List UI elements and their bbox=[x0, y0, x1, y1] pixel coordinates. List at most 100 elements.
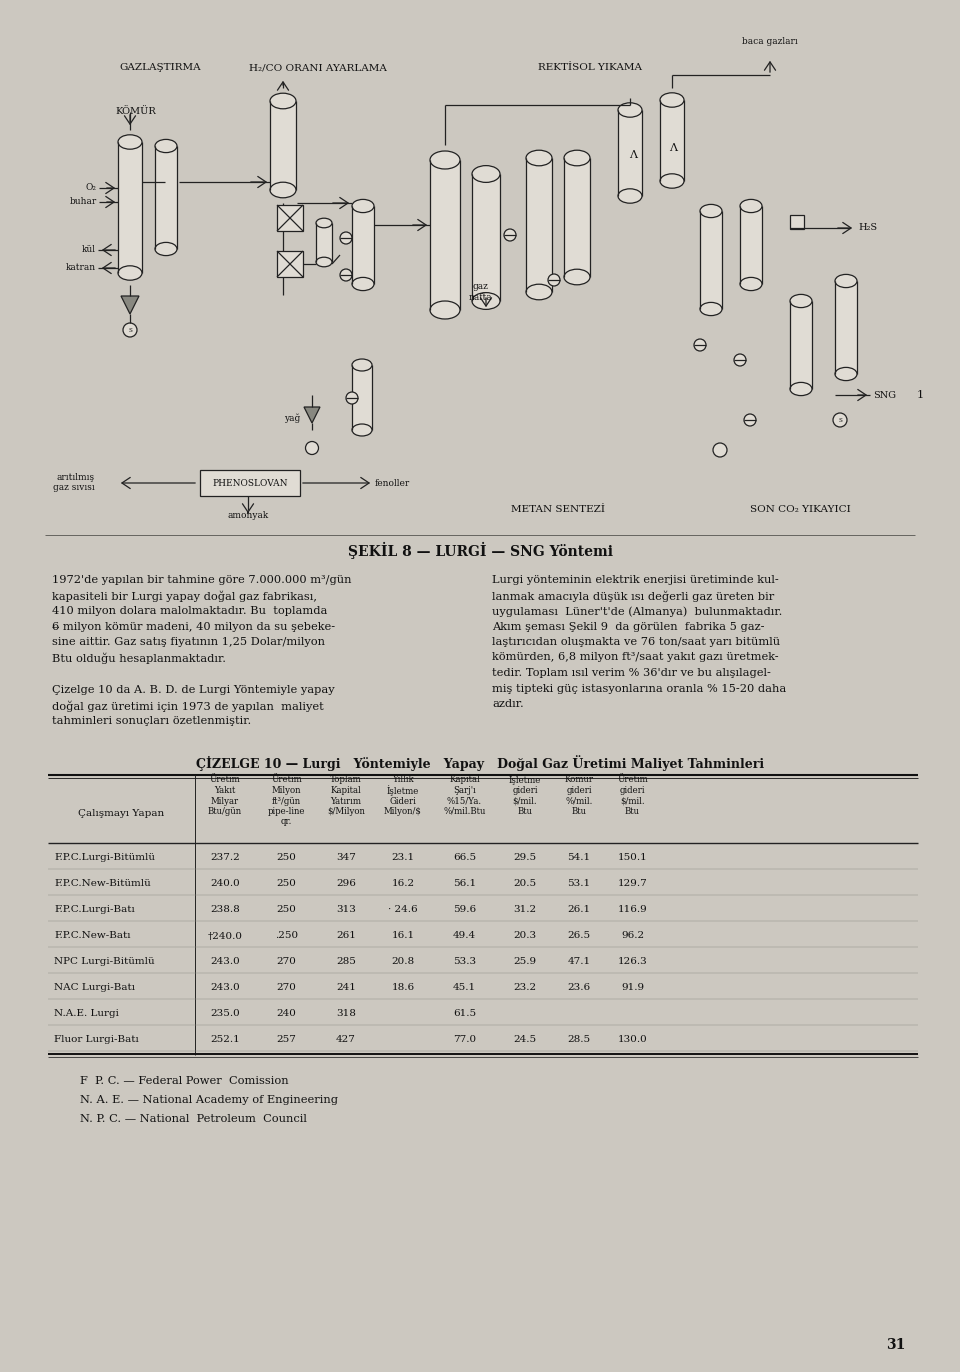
Text: 20.5: 20.5 bbox=[514, 879, 537, 889]
Text: kömürden, 6,8 milyon ft³/saat yakıt gazı üretmek-: kömürden, 6,8 milyon ft³/saat yakıt gazı… bbox=[492, 653, 779, 663]
Text: amonyak: amonyak bbox=[228, 512, 269, 520]
Text: ŞEKİL 8 — LURGİ — SNG Yöntemi: ŞEKİL 8 — LURGİ — SNG Yöntemi bbox=[348, 542, 612, 558]
Text: Üretim: Üretim bbox=[209, 775, 240, 785]
Text: gideri: gideri bbox=[513, 786, 538, 794]
Bar bbox=[790, 300, 812, 390]
Bar bbox=[740, 206, 762, 284]
Ellipse shape bbox=[618, 189, 642, 203]
Text: sine aittir. Gaz satış fiyatının 1,25 Dolar/milyon: sine aittir. Gaz satış fiyatının 1,25 Do… bbox=[52, 637, 325, 648]
Text: 410 milyon dolara malolmaktadır. Bu  toplamda: 410 milyon dolara malolmaktadır. Bu topl… bbox=[52, 606, 327, 616]
Bar bbox=[660, 100, 684, 181]
Text: doğal gaz üretimi için 1973 de yapılan  maliyet: doğal gaz üretimi için 1973 de yapılan m… bbox=[52, 701, 324, 712]
Text: ft³/gün: ft³/gün bbox=[272, 797, 301, 805]
Ellipse shape bbox=[660, 174, 684, 188]
Text: N. A. E. — National Academy of Engineering: N. A. E. — National Academy of Engineeri… bbox=[80, 1095, 338, 1104]
Bar bbox=[155, 145, 177, 248]
Text: Yakıt: Yakıt bbox=[214, 786, 236, 794]
Text: 28.5: 28.5 bbox=[567, 1036, 590, 1044]
Bar bbox=[472, 174, 500, 300]
Text: fenoller: fenoller bbox=[375, 479, 410, 487]
Bar bbox=[270, 102, 296, 189]
Text: · 24.6: · 24.6 bbox=[388, 906, 418, 915]
Ellipse shape bbox=[713, 443, 727, 457]
Text: Yıllık: Yıllık bbox=[392, 775, 414, 785]
Text: yağ: yağ bbox=[284, 413, 300, 423]
Text: F.P.C.Lurgi-Batı: F.P.C.Lurgi-Batı bbox=[54, 906, 134, 915]
Text: azdır.: azdır. bbox=[492, 698, 524, 709]
Bar bbox=[835, 281, 857, 375]
Text: 347: 347 bbox=[336, 853, 356, 863]
Text: Btu: Btu bbox=[571, 807, 587, 816]
Text: Çalışmayı Yapan: Çalışmayı Yapan bbox=[79, 809, 164, 819]
Ellipse shape bbox=[316, 257, 332, 266]
Text: 250: 250 bbox=[276, 906, 297, 915]
Text: 45.1: 45.1 bbox=[453, 984, 476, 992]
Text: S: S bbox=[838, 417, 842, 423]
Ellipse shape bbox=[744, 414, 756, 425]
Ellipse shape bbox=[340, 269, 352, 281]
Text: miş tipteki güç istasyonlarına oranla % 15-20 daha: miş tipteki güç istasyonlarına oranla % … bbox=[492, 683, 786, 693]
Bar bbox=[564, 158, 590, 277]
Text: qr.: qr. bbox=[281, 818, 292, 826]
Text: 96.2: 96.2 bbox=[621, 932, 644, 940]
Text: 16.2: 16.2 bbox=[392, 879, 415, 889]
Ellipse shape bbox=[564, 150, 590, 166]
Text: NAC Lurgi-Batı: NAC Lurgi-Batı bbox=[54, 984, 135, 992]
Text: 26.1: 26.1 bbox=[567, 906, 590, 915]
Text: Btu olduğu hesaplanmaktadır.: Btu olduğu hesaplanmaktadır. bbox=[52, 653, 226, 664]
Text: gideri: gideri bbox=[620, 786, 645, 794]
Text: 20.3: 20.3 bbox=[514, 932, 537, 940]
Text: 243.0: 243.0 bbox=[210, 984, 240, 992]
Text: KÖMÜR: KÖMÜR bbox=[115, 107, 156, 117]
Ellipse shape bbox=[123, 322, 137, 338]
Text: F.P.C.New-Bitümlü: F.P.C.New-Bitümlü bbox=[54, 879, 151, 889]
Text: 6̶ milyon kömür madeni, 40 milyon da su şebeke-: 6̶ milyon kömür madeni, 40 milyon da su … bbox=[52, 622, 335, 631]
Ellipse shape bbox=[430, 151, 460, 169]
Text: 285: 285 bbox=[336, 958, 356, 966]
Text: GAZLAŞTIRMA: GAZLAŞTIRMA bbox=[119, 63, 201, 73]
Ellipse shape bbox=[346, 392, 358, 403]
Text: 23.2: 23.2 bbox=[514, 984, 537, 992]
Text: 250: 250 bbox=[276, 853, 297, 863]
Text: Λ: Λ bbox=[629, 150, 637, 161]
Ellipse shape bbox=[740, 199, 762, 213]
Text: 53.1: 53.1 bbox=[567, 879, 590, 889]
Bar bbox=[526, 158, 552, 292]
Text: Şarj'ı: Şarj'ı bbox=[453, 786, 476, 794]
Text: SNG: SNG bbox=[873, 391, 896, 399]
Text: REKTİSOL YIKAMA: REKTİSOL YIKAMA bbox=[538, 63, 642, 73]
Text: İşletme: İşletme bbox=[509, 775, 541, 785]
Text: H₂S: H₂S bbox=[858, 224, 877, 232]
Text: Üretim: Üretim bbox=[271, 775, 301, 785]
Text: 1972'de yapılan bir tahmine göre 7.000.000 m³/gün: 1972'de yapılan bir tahmine göre 7.000.0… bbox=[52, 575, 351, 584]
Ellipse shape bbox=[548, 274, 560, 285]
Bar bbox=[316, 224, 332, 262]
Text: %15/Ya.: %15/Ya. bbox=[447, 797, 482, 805]
Text: Gideri: Gideri bbox=[390, 797, 417, 805]
Text: NPC Lurgi-Bitümlü: NPC Lurgi-Bitümlü bbox=[54, 958, 155, 966]
Text: Toplam: Toplam bbox=[330, 775, 362, 785]
Text: pipe-line: pipe-line bbox=[268, 807, 305, 816]
Text: buhar: buhar bbox=[70, 198, 97, 207]
Text: S: S bbox=[128, 328, 132, 332]
Text: $/Milyon: $/Milyon bbox=[327, 807, 365, 816]
Text: 53.3: 53.3 bbox=[453, 958, 476, 966]
Text: 250: 250 bbox=[276, 879, 297, 889]
Text: Üretim: Üretim bbox=[617, 775, 648, 785]
Text: Yatırım: Yatırım bbox=[330, 797, 362, 805]
Text: F.P.C.Lurgi-Bitümlü: F.P.C.Lurgi-Bitümlü bbox=[54, 853, 155, 863]
Bar bbox=[277, 251, 303, 277]
Ellipse shape bbox=[472, 166, 500, 182]
Text: 77.0: 77.0 bbox=[453, 1036, 476, 1044]
Text: 29.5: 29.5 bbox=[514, 853, 537, 863]
Text: 18.6: 18.6 bbox=[392, 984, 415, 992]
Text: lanmak amacıyla düşük ısı değerli gaz üreten bir: lanmak amacıyla düşük ısı değerli gaz ür… bbox=[492, 590, 775, 602]
Text: gideri: gideri bbox=[566, 786, 591, 794]
Bar bbox=[352, 365, 372, 429]
Text: 23.6: 23.6 bbox=[567, 984, 590, 992]
Text: Λ: Λ bbox=[669, 143, 677, 154]
Text: katran: katran bbox=[66, 263, 96, 273]
Text: gaz sıvısı: gaz sıvısı bbox=[53, 483, 95, 493]
Text: 23.1: 23.1 bbox=[392, 853, 415, 863]
Ellipse shape bbox=[352, 359, 372, 370]
